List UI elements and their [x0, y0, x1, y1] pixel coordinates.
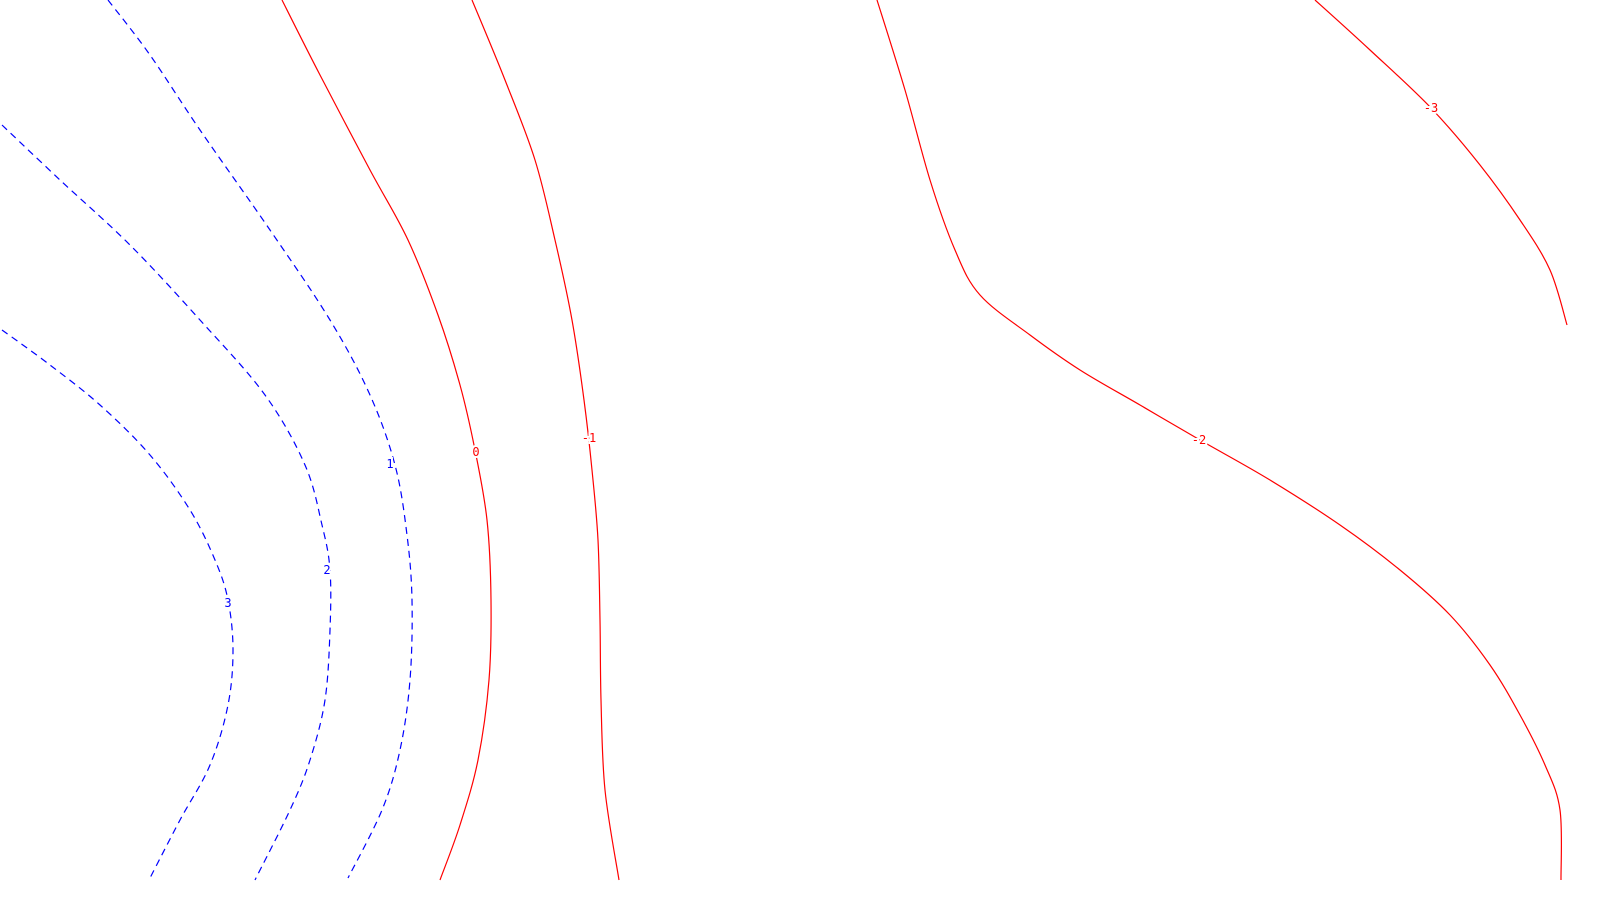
contour-lines	[1, 0, 1568, 881]
contour-line-2	[1, 124, 332, 881]
contour-line-minus-3	[1314, 0, 1568, 326]
contour-label-minus-1: -1	[582, 431, 596, 445]
contour-label-3: 3	[224, 596, 231, 610]
contour-line-minus-1	[471, 0, 620, 881]
contour-label-2: 2	[323, 563, 330, 577]
contour-label-1: 1	[386, 457, 393, 471]
contour-labels: 3 2 1 0 -1 -2 -3	[222, 99, 1440, 612]
contour-line-minus-2	[876, 0, 1563, 881]
contour-line-1	[107, 0, 413, 879]
contour-line-0	[281, 0, 492, 881]
contour-label-0: 0	[472, 445, 479, 459]
contour-label-minus-2: -2	[1192, 433, 1206, 447]
contour-label-minus-3: -3	[1424, 101, 1438, 115]
